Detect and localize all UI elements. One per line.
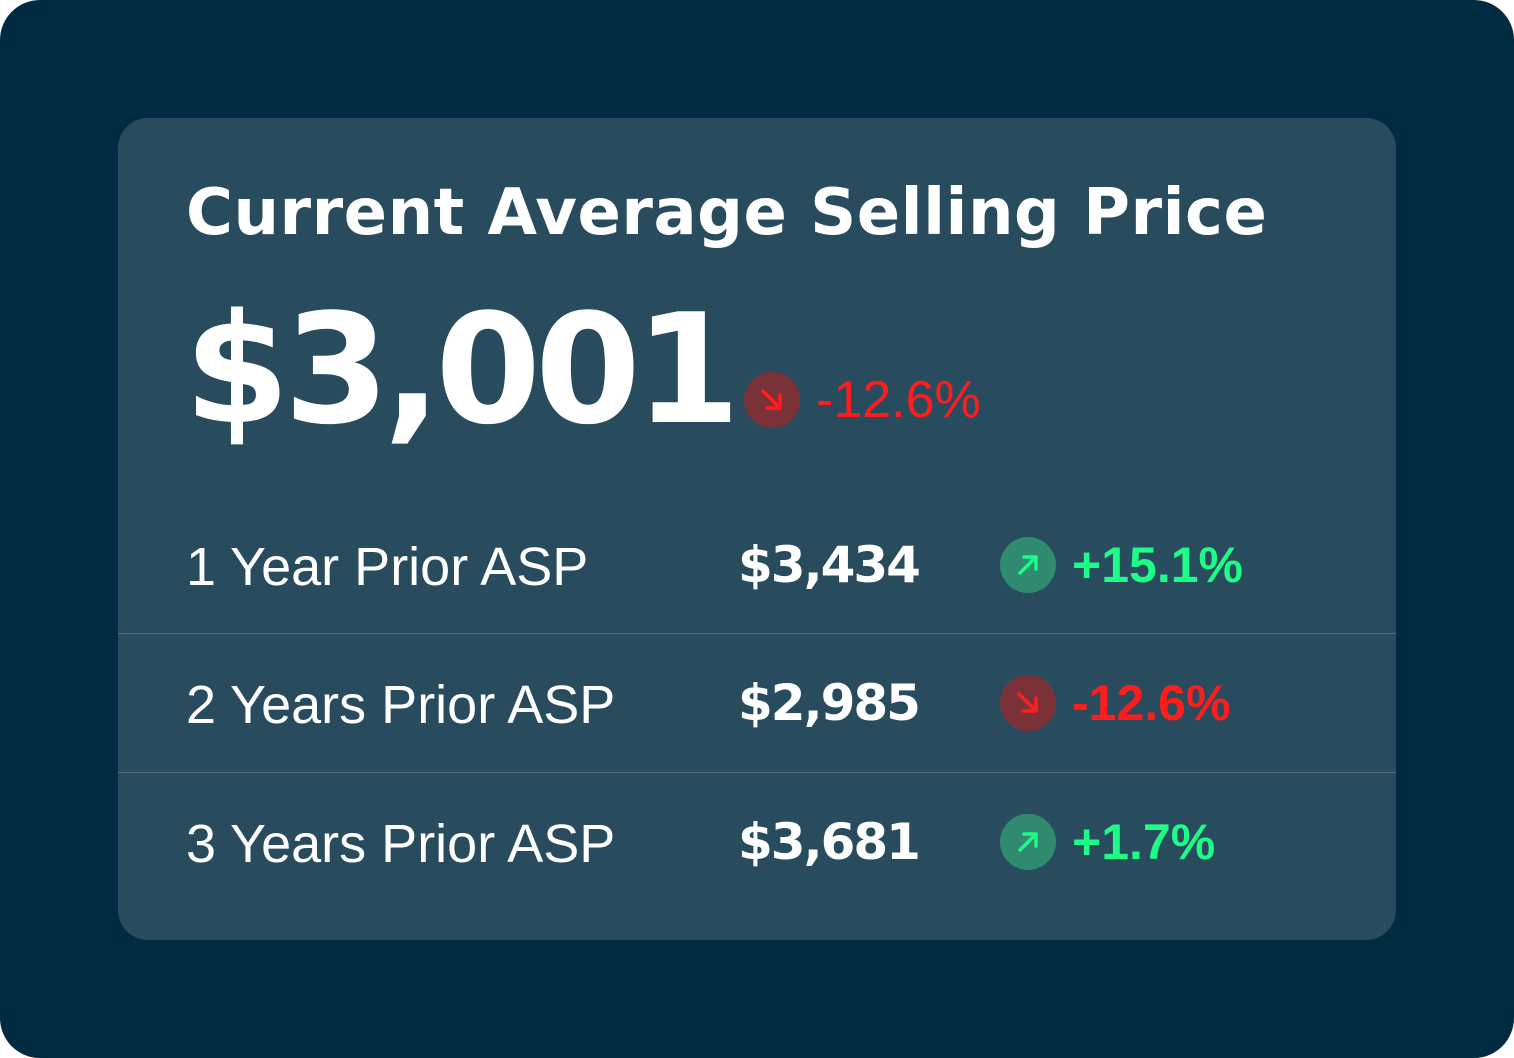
- row-value: $2,985: [738, 674, 921, 732]
- row-change: +15.1%: [1000, 536, 1243, 594]
- arrow-up-right-icon: [1000, 814, 1056, 870]
- current-asp-value: $3,001: [184, 281, 741, 458]
- row-label: 2 Years Prior ASP: [186, 675, 616, 735]
- row-change-text: -12.6%: [1072, 675, 1231, 731]
- current-asp-change-text: -12.6%: [816, 371, 981, 429]
- card-title: Current Average Selling Price: [186, 176, 1268, 250]
- row-label: 3 Years Prior ASP: [186, 814, 616, 874]
- arrow-down-right-icon: [744, 372, 800, 428]
- arrow-down-right-icon: [1000, 675, 1056, 731]
- row-value: $3,434: [738, 536, 921, 594]
- asp-row-1-year: 1 Year Prior ASP $3,434 +15.1%: [118, 496, 1396, 635]
- row-change-text: +15.1%: [1072, 537, 1243, 593]
- row-change-text: +1.7%: [1072, 814, 1216, 870]
- asp-card: Current Average Selling Price $3,001 -12…: [118, 118, 1396, 940]
- row-change: +1.7%: [1000, 813, 1215, 871]
- row-value: $3,681: [738, 813, 921, 871]
- arrow-up-right-icon: [1000, 537, 1056, 593]
- asp-row-2-years: 2 Years Prior ASP $2,985 -12.6%: [118, 633, 1396, 772]
- row-change: -12.6%: [1000, 674, 1230, 732]
- row-label: 1 Year Prior ASP: [186, 537, 589, 597]
- current-asp-change: -12.6%: [744, 370, 981, 430]
- asp-row-3-years: 3 Years Prior ASP $3,681 +1.7%: [118, 772, 1396, 911]
